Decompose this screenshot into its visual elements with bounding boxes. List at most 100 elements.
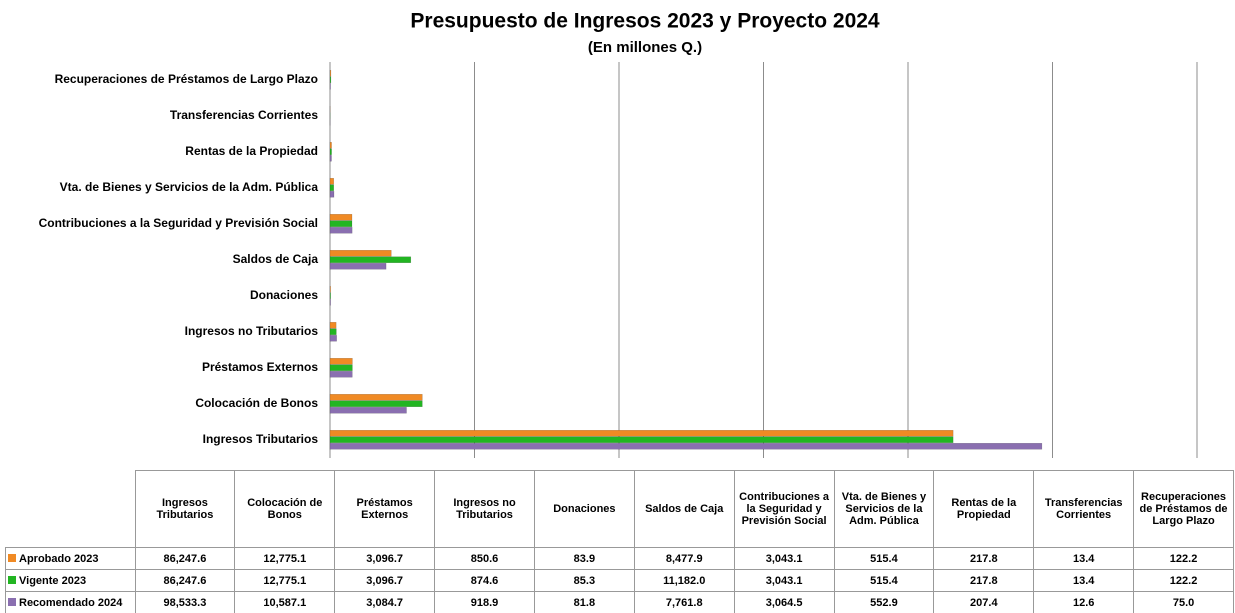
y-tick-label: Donaciones — [250, 288, 318, 302]
table-cell: 13.4 — [1033, 547, 1135, 570]
row-header: Aprobado 2023 — [5, 547, 136, 570]
bar — [329, 292, 331, 299]
y-tick-label: Transferencias Corrientes — [170, 108, 318, 122]
chart-subtitle: (En millones Q.) — [588, 39, 702, 56]
bar — [329, 364, 353, 371]
y-tick-label: Saldos de Caja — [233, 252, 319, 266]
table-cell: 7,761.8 — [633, 591, 735, 613]
table-corner — [6, 471, 136, 548]
table-cell: 12.6 — [1033, 591, 1135, 613]
bar — [329, 191, 335, 198]
column-header: Transferencias Corrientes — [1033, 470, 1135, 548]
table-cell: 217.8 — [933, 569, 1035, 592]
table-cell: 552.9 — [833, 591, 935, 613]
legend-key — [8, 553, 16, 562]
y-tick-label: Vta. de Bienes y Servicios de la Adm. Pú… — [60, 180, 319, 194]
bar — [329, 430, 954, 437]
column-header: Saldos de Caja — [633, 470, 735, 548]
bar — [329, 178, 334, 185]
column-header: Ingresos no Tributarios — [434, 470, 535, 548]
table-row: Recomendado 2024 98,533.3 10,587.1 3,084.7 9… — [5, 591, 1234, 613]
chart-title: Presupuesto de Ingresos 2023 y Proyecto … — [410, 10, 880, 33]
table-cell: 3,096.7 — [334, 569, 436, 592]
table-cell: 850.6 — [434, 547, 535, 570]
bar — [329, 299, 331, 306]
table-cell: 515.4 — [833, 547, 935, 570]
bar — [329, 220, 353, 227]
legend-label: Recomendado 2024 — [19, 596, 123, 609]
bar — [329, 83, 331, 90]
table-cell: 12,775.1 — [234, 547, 336, 570]
bar — [329, 148, 332, 155]
column-header: Donaciones — [533, 470, 635, 548]
bar — [329, 286, 331, 293]
table-cell: 98,533.3 — [134, 591, 236, 613]
table-cell: 13.4 — [1033, 569, 1135, 592]
bar — [329, 394, 423, 401]
bar — [329, 400, 423, 407]
bar — [329, 70, 332, 77]
table-cell: 85.3 — [533, 569, 635, 592]
table-cell: 217.8 — [933, 547, 1035, 570]
column-header: Rentas de la Propiedad — [933, 470, 1035, 548]
bar — [329, 256, 412, 263]
column-header: Contribuciones a la Seguridad y Previsió… — [733, 470, 835, 548]
bar — [329, 328, 337, 335]
table-cell: 207.4 — [933, 591, 1035, 613]
bar — [329, 443, 1043, 450]
column-header: Recuperaciones de Préstamos de Largo Pla… — [1133, 470, 1234, 548]
y-tick-label: Rentas de la Propiedad — [185, 144, 318, 158]
table-row: Aprobado 2023 86,247.6 12,775.1 3,096.7 850.… — [5, 547, 1234, 570]
column-header: Préstamos Externos — [334, 470, 436, 548]
y-tick-label: Ingresos Tributarios — [203, 432, 319, 446]
bar — [329, 76, 332, 83]
chart: Presupuesto de Ingresos 2023 y Proyecto … — [39, 10, 1198, 458]
table-cell: 3,043.1 — [733, 547, 835, 570]
bar — [329, 227, 353, 234]
bar — [329, 184, 334, 191]
y-tick-label: Ingresos no Tributarios — [185, 324, 319, 338]
bar — [329, 358, 353, 365]
legend-key — [8, 575, 16, 584]
bar — [329, 214, 353, 221]
y-tick-label: Colocación de Bonos — [195, 396, 318, 410]
table-cell: 11,182.0 — [633, 569, 735, 592]
row-header: Recomendado 2024 — [5, 591, 136, 613]
table-cell: 86,247.6 — [134, 569, 236, 592]
bar — [329, 322, 337, 329]
table-cell: 3,064.5 — [733, 591, 835, 613]
y-tick-label: Préstamos Externos — [202, 360, 318, 374]
table-cell: 122.2 — [1133, 569, 1234, 592]
bar — [329, 250, 392, 257]
column-header: Ingresos Tributarios — [134, 470, 236, 548]
table-cell: 12,775.1 — [234, 569, 336, 592]
bar — [329, 335, 337, 342]
legend-key — [8, 597, 16, 606]
bar — [329, 371, 353, 378]
table-cell: 10,587.1 — [234, 591, 336, 613]
table-cell: 86,247.6 — [134, 547, 236, 570]
table-cell: 3,043.1 — [733, 569, 835, 592]
data-table: Ingresos Tributarios Colocación de Bonos P… — [5, 470, 1234, 613]
table-header-row: Ingresos Tributarios Colocación de Bonos P… — [6, 470, 1234, 548]
row-header: Vigente 2023 — [5, 569, 136, 592]
table-cell: 83.9 — [533, 547, 635, 570]
y-tick-label: Recuperaciones de Préstamos de Largo Pla… — [55, 72, 318, 86]
table-cell: 75.0 — [1133, 591, 1234, 613]
table-cell: 3,096.7 — [334, 547, 436, 570]
table-cell: 3,084.7 — [334, 591, 436, 613]
bar — [329, 407, 407, 414]
y-tick-label: Contribuciones a la Seguridad y Previsió… — [39, 216, 318, 230]
table-row: Vigente 2023 86,247.6 12,775.1 3,096.7 874.6… — [5, 569, 1234, 592]
column-header: Vta. de Bienes y Servicios de la Adm. Pú… — [833, 470, 935, 548]
table-cell: 81.8 — [533, 591, 635, 613]
table-cell: 8,477.9 — [633, 547, 735, 570]
bar — [329, 155, 332, 162]
legend-label: Vigente 2023 — [19, 574, 87, 587]
table-cell: 122.2 — [1133, 547, 1234, 570]
table-cell: 515.4 — [833, 569, 935, 592]
bar — [329, 263, 387, 270]
legend-label: Aprobado 2023 — [19, 552, 99, 565]
table-cell: 874.6 — [434, 569, 535, 592]
